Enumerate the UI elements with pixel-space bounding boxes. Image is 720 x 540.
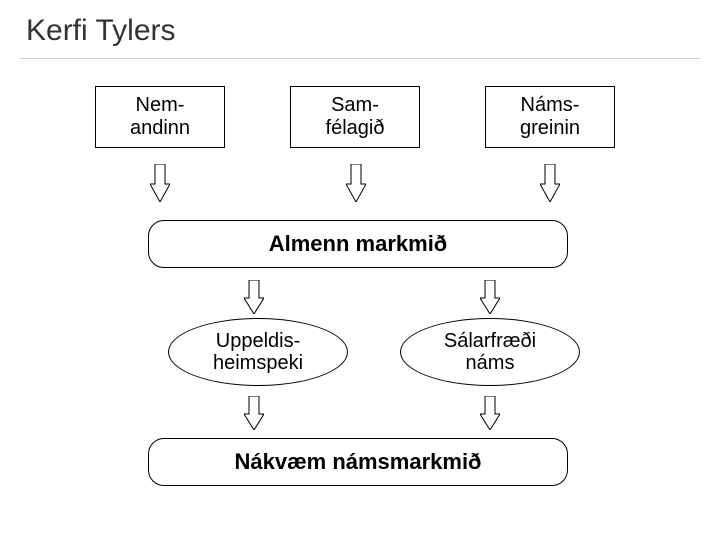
node-label: Almenn markmið (269, 231, 448, 257)
arrow-icon (480, 280, 500, 314)
node-label: Náms-greinin (520, 94, 580, 140)
title-underline (20, 58, 700, 59)
page-title: Kerfi Tylers (26, 14, 176, 48)
node-label: Nem-andinn (130, 94, 190, 140)
diagram-canvas: Kerfi Tylers Nem-andinn Sam-félagið Náms… (0, 0, 720, 540)
node-label: Sam-félagið (326, 94, 385, 140)
node-label: Sálarfræðináms (444, 330, 536, 374)
node-label: Nákvæm námsmarkmið (234, 449, 481, 475)
node-almenn-markmid: Almenn markmið (148, 220, 568, 268)
arrow-icon (244, 396, 264, 430)
node-label: Uppeldis-heimspeki (213, 330, 303, 374)
arrow-icon (150, 164, 170, 202)
node-nakvaem-namsmarkmid: Nákvæm námsmarkmið (148, 438, 568, 486)
node-uppeldisheimspeki: Uppeldis-heimspeki (168, 318, 348, 386)
arrow-icon (480, 396, 500, 430)
arrow-icon (540, 164, 560, 202)
arrow-icon (244, 280, 264, 314)
arrow-icon (346, 164, 366, 202)
node-samfelagid: Sam-félagið (290, 86, 420, 148)
node-salarfraedi-nams: Sálarfræðináms (400, 318, 580, 386)
node-namsgreinin: Náms-greinin (485, 86, 615, 148)
node-nemandinn: Nem-andinn (95, 86, 225, 148)
